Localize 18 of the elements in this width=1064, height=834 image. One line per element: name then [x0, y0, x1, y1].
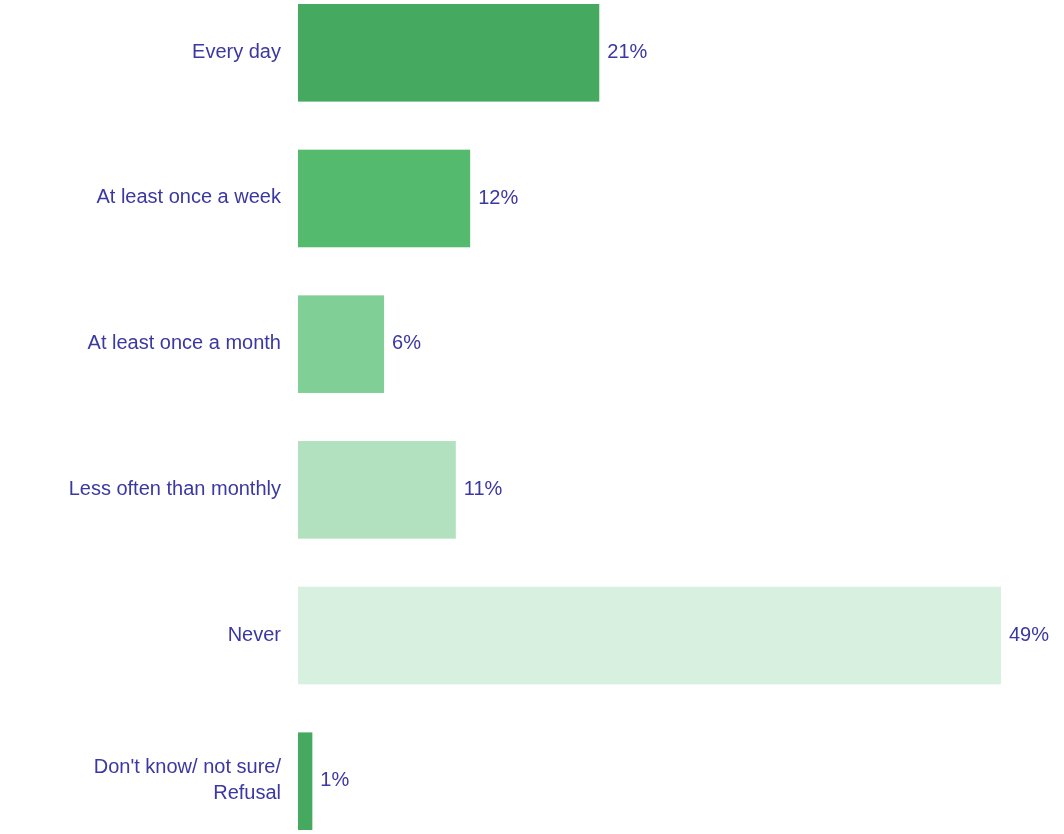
y-tick-label: At least once a month: [87, 331, 281, 354]
bar: [298, 441, 456, 539]
data-label: 11%: [463, 477, 503, 500]
bar: [298, 4, 600, 102]
bar: [298, 586, 1001, 685]
bar: [298, 149, 471, 248]
y-tick-label: Less often than monthly: [68, 477, 281, 500]
y-tick-label: Don't know/ not sure/ Refusal: [93, 755, 282, 804]
y-tick-label: Every day: [192, 40, 281, 63]
bar: [298, 295, 385, 393]
y-tick-label: At least once a week: [96, 185, 282, 208]
data-label: 1%: [320, 768, 350, 791]
data-label: 49%: [1009, 622, 1050, 645]
y-tick-label: Never: [227, 622, 282, 645]
bar: [298, 732, 313, 830]
data-label: 6%: [392, 331, 422, 354]
data-label: 21%: [607, 40, 648, 63]
data-label: 12%: [478, 185, 519, 208]
